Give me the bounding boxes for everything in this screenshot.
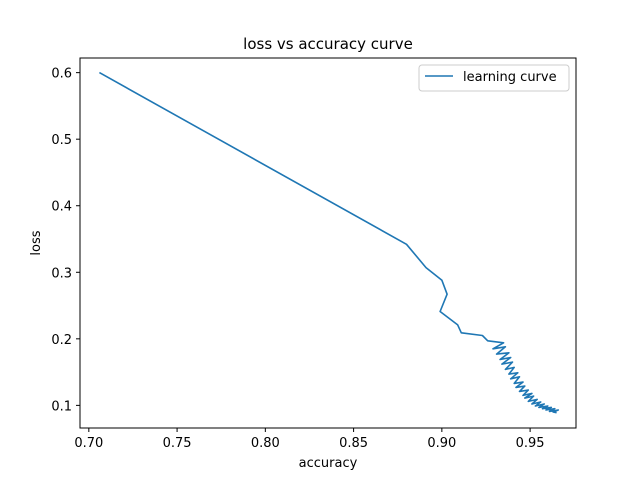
legend-label: learning curve	[463, 70, 557, 85]
x-tick-label: 0.75	[163, 436, 192, 451]
y-tick-label: 0.2	[51, 333, 72, 348]
series-layer	[99, 71, 560, 414]
plot-background	[80, 58, 576, 428]
x-tick-label: 0.70	[74, 436, 103, 451]
series-line-learning-curve	[99, 71, 560, 414]
x-tick-label: 0.85	[339, 436, 368, 451]
plot-area	[79, 57, 577, 429]
x-axis-title: accuracy	[299, 456, 358, 471]
y-tick-label: 0.1	[51, 399, 72, 414]
y-axis-title: loss	[29, 230, 44, 255]
x-tick-label: 0.80	[251, 436, 280, 451]
y-tick-label: 0.3	[51, 266, 72, 281]
y-tick-label: 0.5	[51, 133, 72, 148]
x-axis: 0.70 0.75 0.80 0.85 0.90 0.95	[74, 428, 545, 451]
legend: learning curve	[418, 64, 570, 92]
y-tick-label: 0.6	[51, 67, 72, 82]
x-tick-label: 0.90	[427, 436, 456, 451]
y-axis: 0.1 0.2 0.3 0.4 0.5 0.6	[51, 67, 80, 414]
y-tick-label: 0.4	[51, 200, 72, 215]
x-tick-label: 0.95	[516, 436, 545, 451]
legend-box	[418, 64, 570, 92]
chart-title: loss vs accuracy curve	[243, 35, 413, 53]
axes-frame	[79, 57, 577, 429]
